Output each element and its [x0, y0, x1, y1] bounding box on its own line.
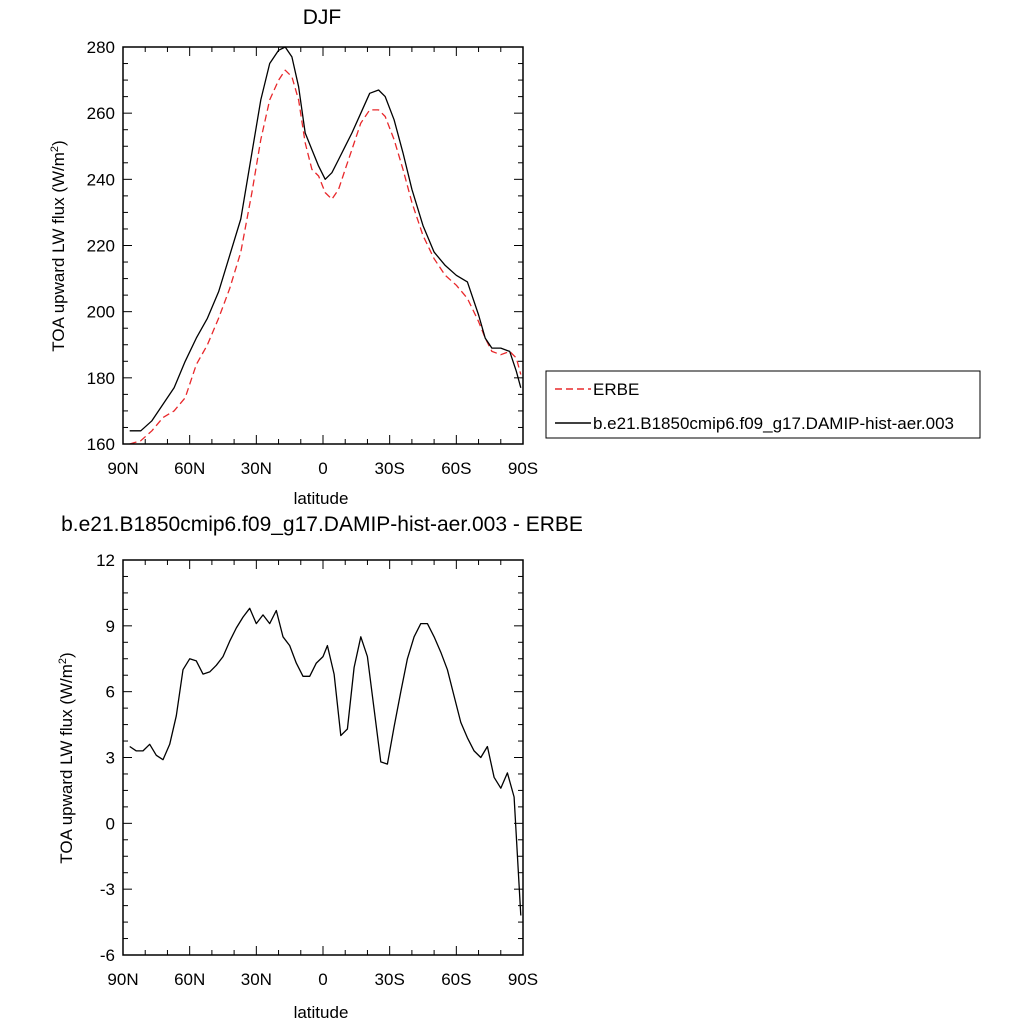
x-tick-label: 30S: [375, 459, 405, 478]
y-tick-label: 3: [106, 749, 115, 768]
plot-area: 160 180 200 220 240 260 280 90N 60N 30N 0 30S 60S 90S: [87, 38, 539, 478]
series-line-difference: [129, 607, 522, 916]
y-tick-label: 160: [87, 435, 115, 454]
legend-label-model: b.e21.B1850cmip6.f09_g17.DAMIP-hist-aer.…: [593, 414, 954, 433]
x-tick-label: 30N: [241, 970, 272, 989]
x-tick-label: 90S: [508, 970, 538, 989]
y-tick-label: 12: [96, 551, 115, 570]
y-tick-label: 200: [87, 303, 115, 322]
series-line-model: [129, 46, 522, 432]
x-tick-label: 90N: [107, 970, 138, 989]
y-tick-label: 0: [106, 814, 115, 833]
x-tick-label: 60S: [441, 459, 471, 478]
djf-flux-panel: DJF 160 180 200 220 240 260 280 90N 60N 30N 0 30S 60…: [49, 6, 981, 508]
y-axis-label: TOA upward LW flux (W/m2): [49, 140, 68, 351]
x-tick-label: 0: [318, 459, 327, 478]
y-tick-label: 240: [87, 170, 115, 189]
y-tick-label: -6: [100, 946, 115, 965]
series-line-erbe: [129, 69, 522, 445]
x-axis-label: latitude: [294, 489, 349, 508]
x-tick-label: 60N: [174, 459, 205, 478]
x-tick-label: 30S: [375, 970, 405, 989]
plot-area: -6 -3 0 3 6 9 12 90N 60N 30N 0 30S 60S 90S: [96, 551, 538, 989]
x-tick-label: 60S: [441, 970, 471, 989]
plot-frame: [122, 559, 524, 956]
y-tick-label: 220: [87, 237, 115, 256]
y-tick-label: 180: [87, 369, 115, 388]
x-tick-label: 60N: [174, 970, 205, 989]
x-tick-label: 90S: [508, 459, 538, 478]
panel-title: b.e21.B1850cmip6.f09_g17.DAMIP-hist-aer.…: [61, 513, 583, 536]
x-tick-label: 30N: [241, 459, 272, 478]
panel-title: DJF: [303, 6, 342, 29]
y-tick-label: 9: [106, 617, 115, 636]
y-tick-label: 280: [87, 38, 115, 57]
x-tick-label: 90N: [107, 459, 138, 478]
y-axis-label: TOA upward LW flux (W/m2): [57, 652, 76, 863]
x-tick-label: 0: [318, 970, 327, 989]
plot-frame: [122, 46, 524, 445]
x-axis-label: latitude: [294, 1003, 349, 1022]
y-tick-label: 260: [87, 104, 115, 123]
y-tick-label: -3: [100, 880, 115, 899]
legend-box: [545, 370, 981, 439]
legend-label-erbe: ERBE: [593, 380, 639, 399]
y-tick-label: 6: [106, 683, 115, 702]
difference-panel: b.e21.B1850cmip6.f09_g17.DAMIP-hist-aer.…: [57, 513, 583, 1022]
legend: ERBE b.e21.B1850cmip6.f09_g17.DAMIP-hist…: [545, 370, 981, 439]
